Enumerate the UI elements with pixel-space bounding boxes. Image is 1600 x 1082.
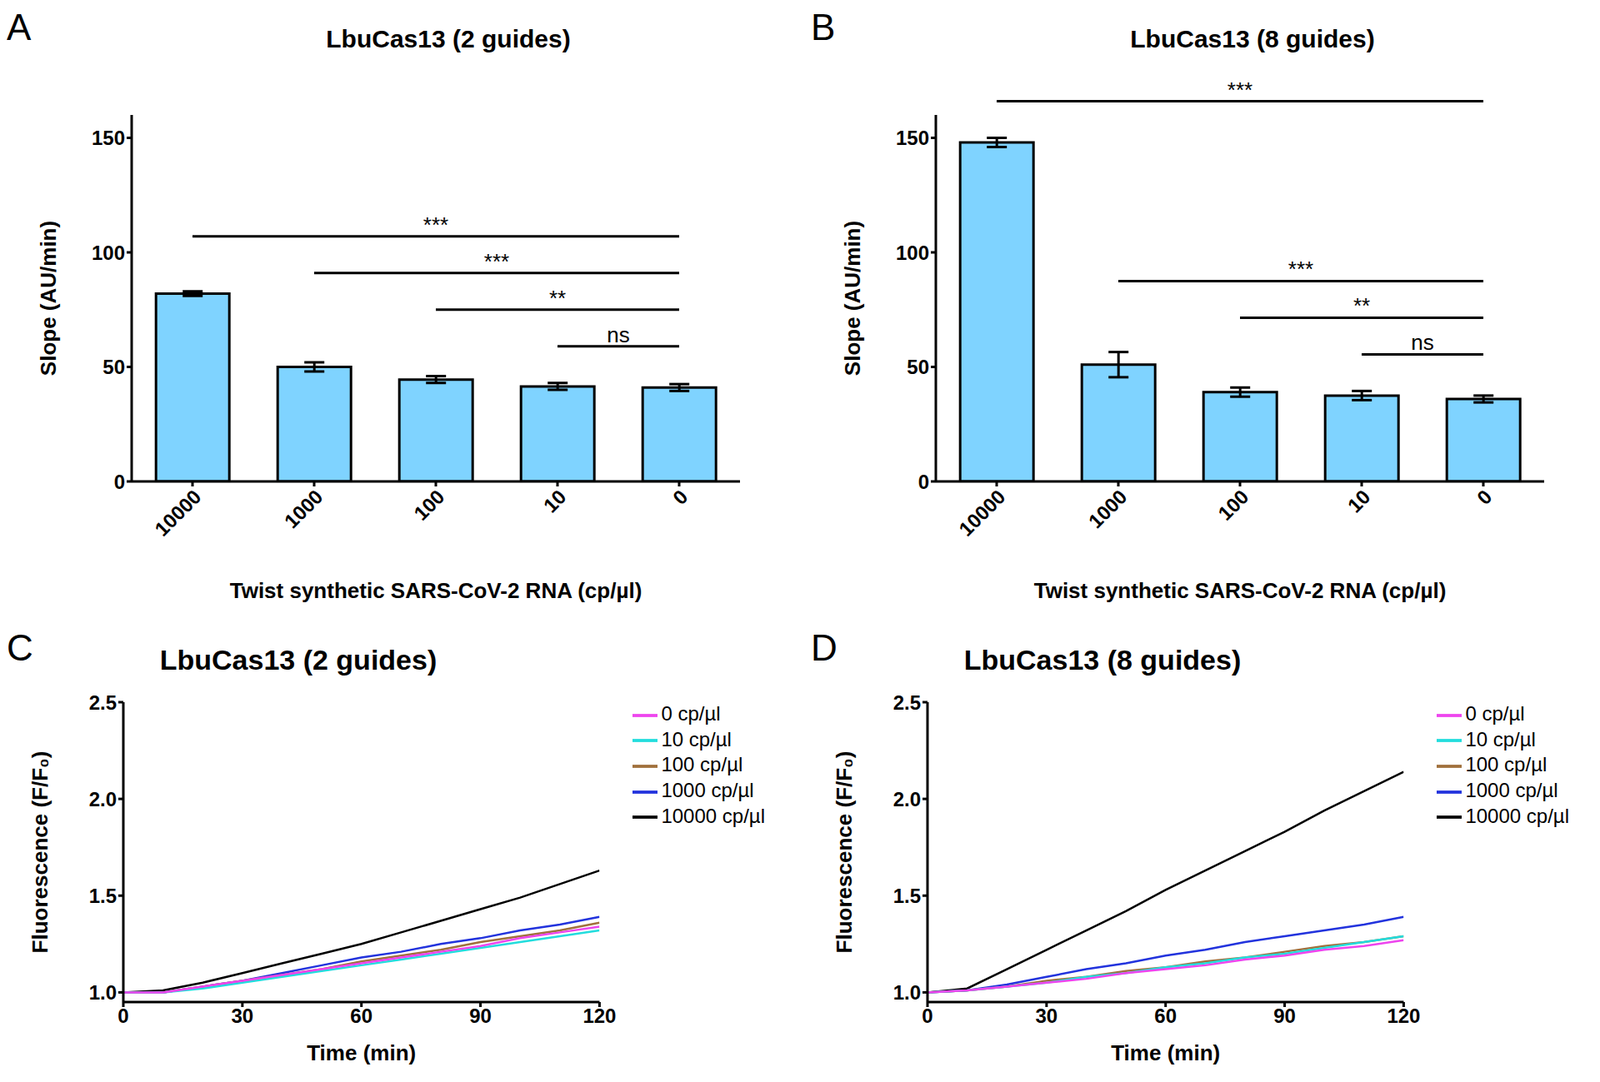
svg-text:***: ***	[423, 212, 449, 238]
svg-text:0: 0	[117, 1005, 129, 1028]
html-text:0 cp/µl: 0 cp/µl	[1465, 702, 1525, 725]
svg-text:0: 0	[1472, 485, 1497, 510]
html-text:10000 cp/µl: 10000 cp/µl	[1465, 804, 1570, 828]
svg-text:10000: 10000	[150, 485, 205, 540]
svg-text:150: 150	[895, 126, 930, 150]
html-text:10000 cp/µl: 10000 cp/µl	[661, 804, 765, 828]
svg-text:0: 0	[668, 485, 693, 510]
svg-text:2.0: 2.0	[893, 788, 921, 811]
svg-text:90: 90	[469, 1005, 492, 1028]
html-text:D: D	[810, 627, 838, 669]
svg-text:Slope (AU/min): Slope (AU/min)	[35, 220, 61, 376]
html-text:10 cp/µl: 10 cp/µl	[661, 728, 732, 751]
svg-text:10000: 10000	[954, 485, 1010, 540]
svg-text:120: 120	[582, 1005, 616, 1028]
svg-text:10: 10	[539, 485, 571, 517]
svg-text:10: 10	[1343, 485, 1375, 517]
svg-text:1.5: 1.5	[893, 885, 921, 908]
svg-text:60: 60	[1154, 1005, 1177, 1028]
svg-text:30: 30	[231, 1005, 255, 1028]
svg-text:**: **	[1353, 293, 1370, 319]
html-text:100 cp/µl: 100 cp/µl	[1465, 753, 1547, 777]
svg-text:Fluorescence (F/F₀): Fluorescence (F/F₀)	[831, 751, 857, 955]
svg-text:0: 0	[921, 1005, 933, 1028]
svg-text:1000: 1000	[1084, 485, 1132, 533]
svg-text:30: 30	[1035, 1005, 1059, 1028]
svg-text:1000: 1000	[280, 485, 328, 533]
html-text:100 cp/µl: 100 cp/µl	[661, 753, 743, 777]
svg-text:2.0: 2.0	[89, 788, 117, 811]
svg-text:Twist synthetic SARS-CoV-2 RNA: Twist synthetic SARS-CoV-2 RNA (cp/µl)	[1034, 578, 1447, 604]
html-text:B: B	[810, 6, 836, 48]
svg-text:120: 120	[1386, 1005, 1420, 1028]
svg-text:100: 100	[1213, 485, 1253, 525]
svg-text:Twist synthetic SARS-CoV-2 RNA: Twist synthetic SARS-CoV-2 RNA (cp/µl)	[230, 578, 643, 604]
svg-text:***: ***	[484, 249, 510, 275]
svg-text:2.5: 2.5	[89, 691, 117, 715]
svg-text:Fluorescence (F/F₀): Fluorescence (F/F₀)	[27, 751, 53, 955]
svg-text:2.5: 2.5	[893, 691, 921, 715]
svg-text:0: 0	[114, 470, 125, 494]
svg-text:100: 100	[895, 241, 930, 265]
html-text:1000 cp/µl: 1000 cp/µl	[1465, 779, 1558, 802]
html-text:0 cp/µl: 0 cp/µl	[661, 702, 721, 725]
html-text:1000 cp/µl: 1000 cp/µl	[661, 779, 754, 802]
svg-text:50: 50	[102, 355, 125, 379]
svg-text:***: ***	[1227, 77, 1253, 103]
svg-text:Time (min): Time (min)	[306, 1040, 416, 1066]
svg-text:Time (min): Time (min)	[1110, 1040, 1220, 1066]
html-text:LbuCas13 (2 guides): LbuCas13 (2 guides)	[159, 644, 437, 676]
html-text:A: A	[6, 6, 32, 48]
html-text:LbuCas13 (8 guides): LbuCas13 (8 guides)	[963, 644, 1242, 676]
svg-text:90: 90	[1273, 1005, 1296, 1028]
svg-text:ns: ns	[1410, 330, 1434, 355]
svg-text:**: **	[549, 285, 566, 311]
svg-text:60: 60	[350, 1005, 373, 1028]
svg-text:ns: ns	[606, 322, 630, 348]
svg-text:100: 100	[91, 241, 125, 265]
svg-text:50: 50	[906, 355, 930, 379]
svg-text:100: 100	[409, 485, 449, 525]
html-text:C: C	[6, 627, 34, 669]
svg-text:1.5: 1.5	[89, 885, 117, 908]
svg-text:150: 150	[91, 126, 125, 150]
html-text:LbuCas13 (2 guides): LbuCas13 (2 guides)	[326, 25, 571, 53]
html-text:10 cp/µl: 10 cp/µl	[1465, 728, 1536, 751]
svg-text:1.0: 1.0	[89, 981, 117, 1005]
svg-text:***: ***	[1288, 256, 1314, 282]
html-text:LbuCas13 (8 guides): LbuCas13 (8 guides)	[1130, 25, 1375, 53]
svg-text:1.0: 1.0	[893, 981, 921, 1005]
svg-text:0: 0	[918, 470, 930, 494]
svg-text:Slope (AU/min): Slope (AU/min)	[840, 220, 865, 376]
